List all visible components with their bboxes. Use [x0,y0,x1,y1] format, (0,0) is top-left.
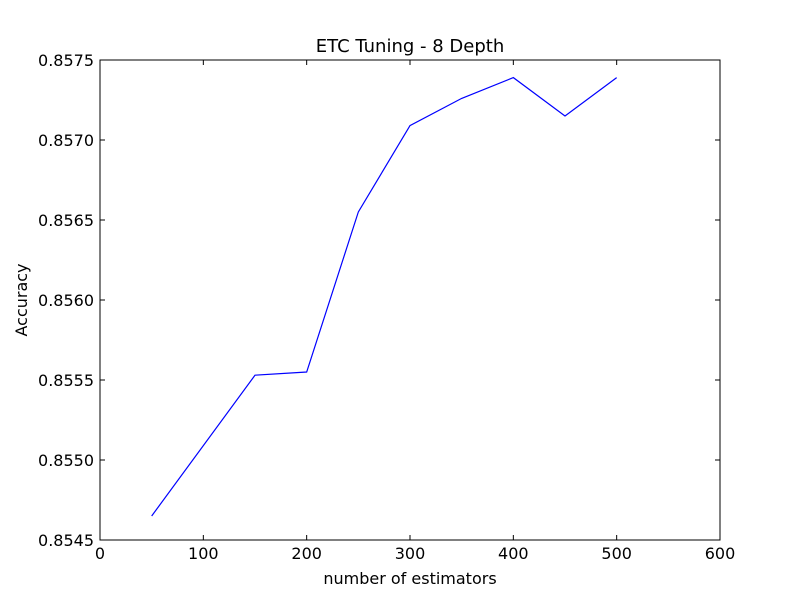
x-tick-label: 300 [395,544,426,563]
x-axis-label: number of estimators [323,569,496,588]
chart-title: ETC Tuning - 8 Depth [316,36,504,57]
x-tick-label: 400 [498,544,529,563]
x-tick-label: 200 [291,544,322,563]
y-tick-label: 0.8545 [38,531,94,550]
y-tick-label: 0.8555 [38,371,94,390]
x-tick-label: 0 [95,544,105,563]
x-tick-label: 600 [705,544,736,563]
y-tick-label: 0.8560 [38,291,94,310]
y-tick-label: 0.8550 [38,451,94,470]
x-tick-label: 500 [601,544,632,563]
y-tick-label: 0.8565 [38,211,94,230]
y-tick-label: 0.8570 [38,131,94,150]
y-tick-label: 0.8575 [38,51,94,70]
x-tick-label: 100 [188,544,219,563]
y-axis-label: Accuracy [12,263,31,336]
